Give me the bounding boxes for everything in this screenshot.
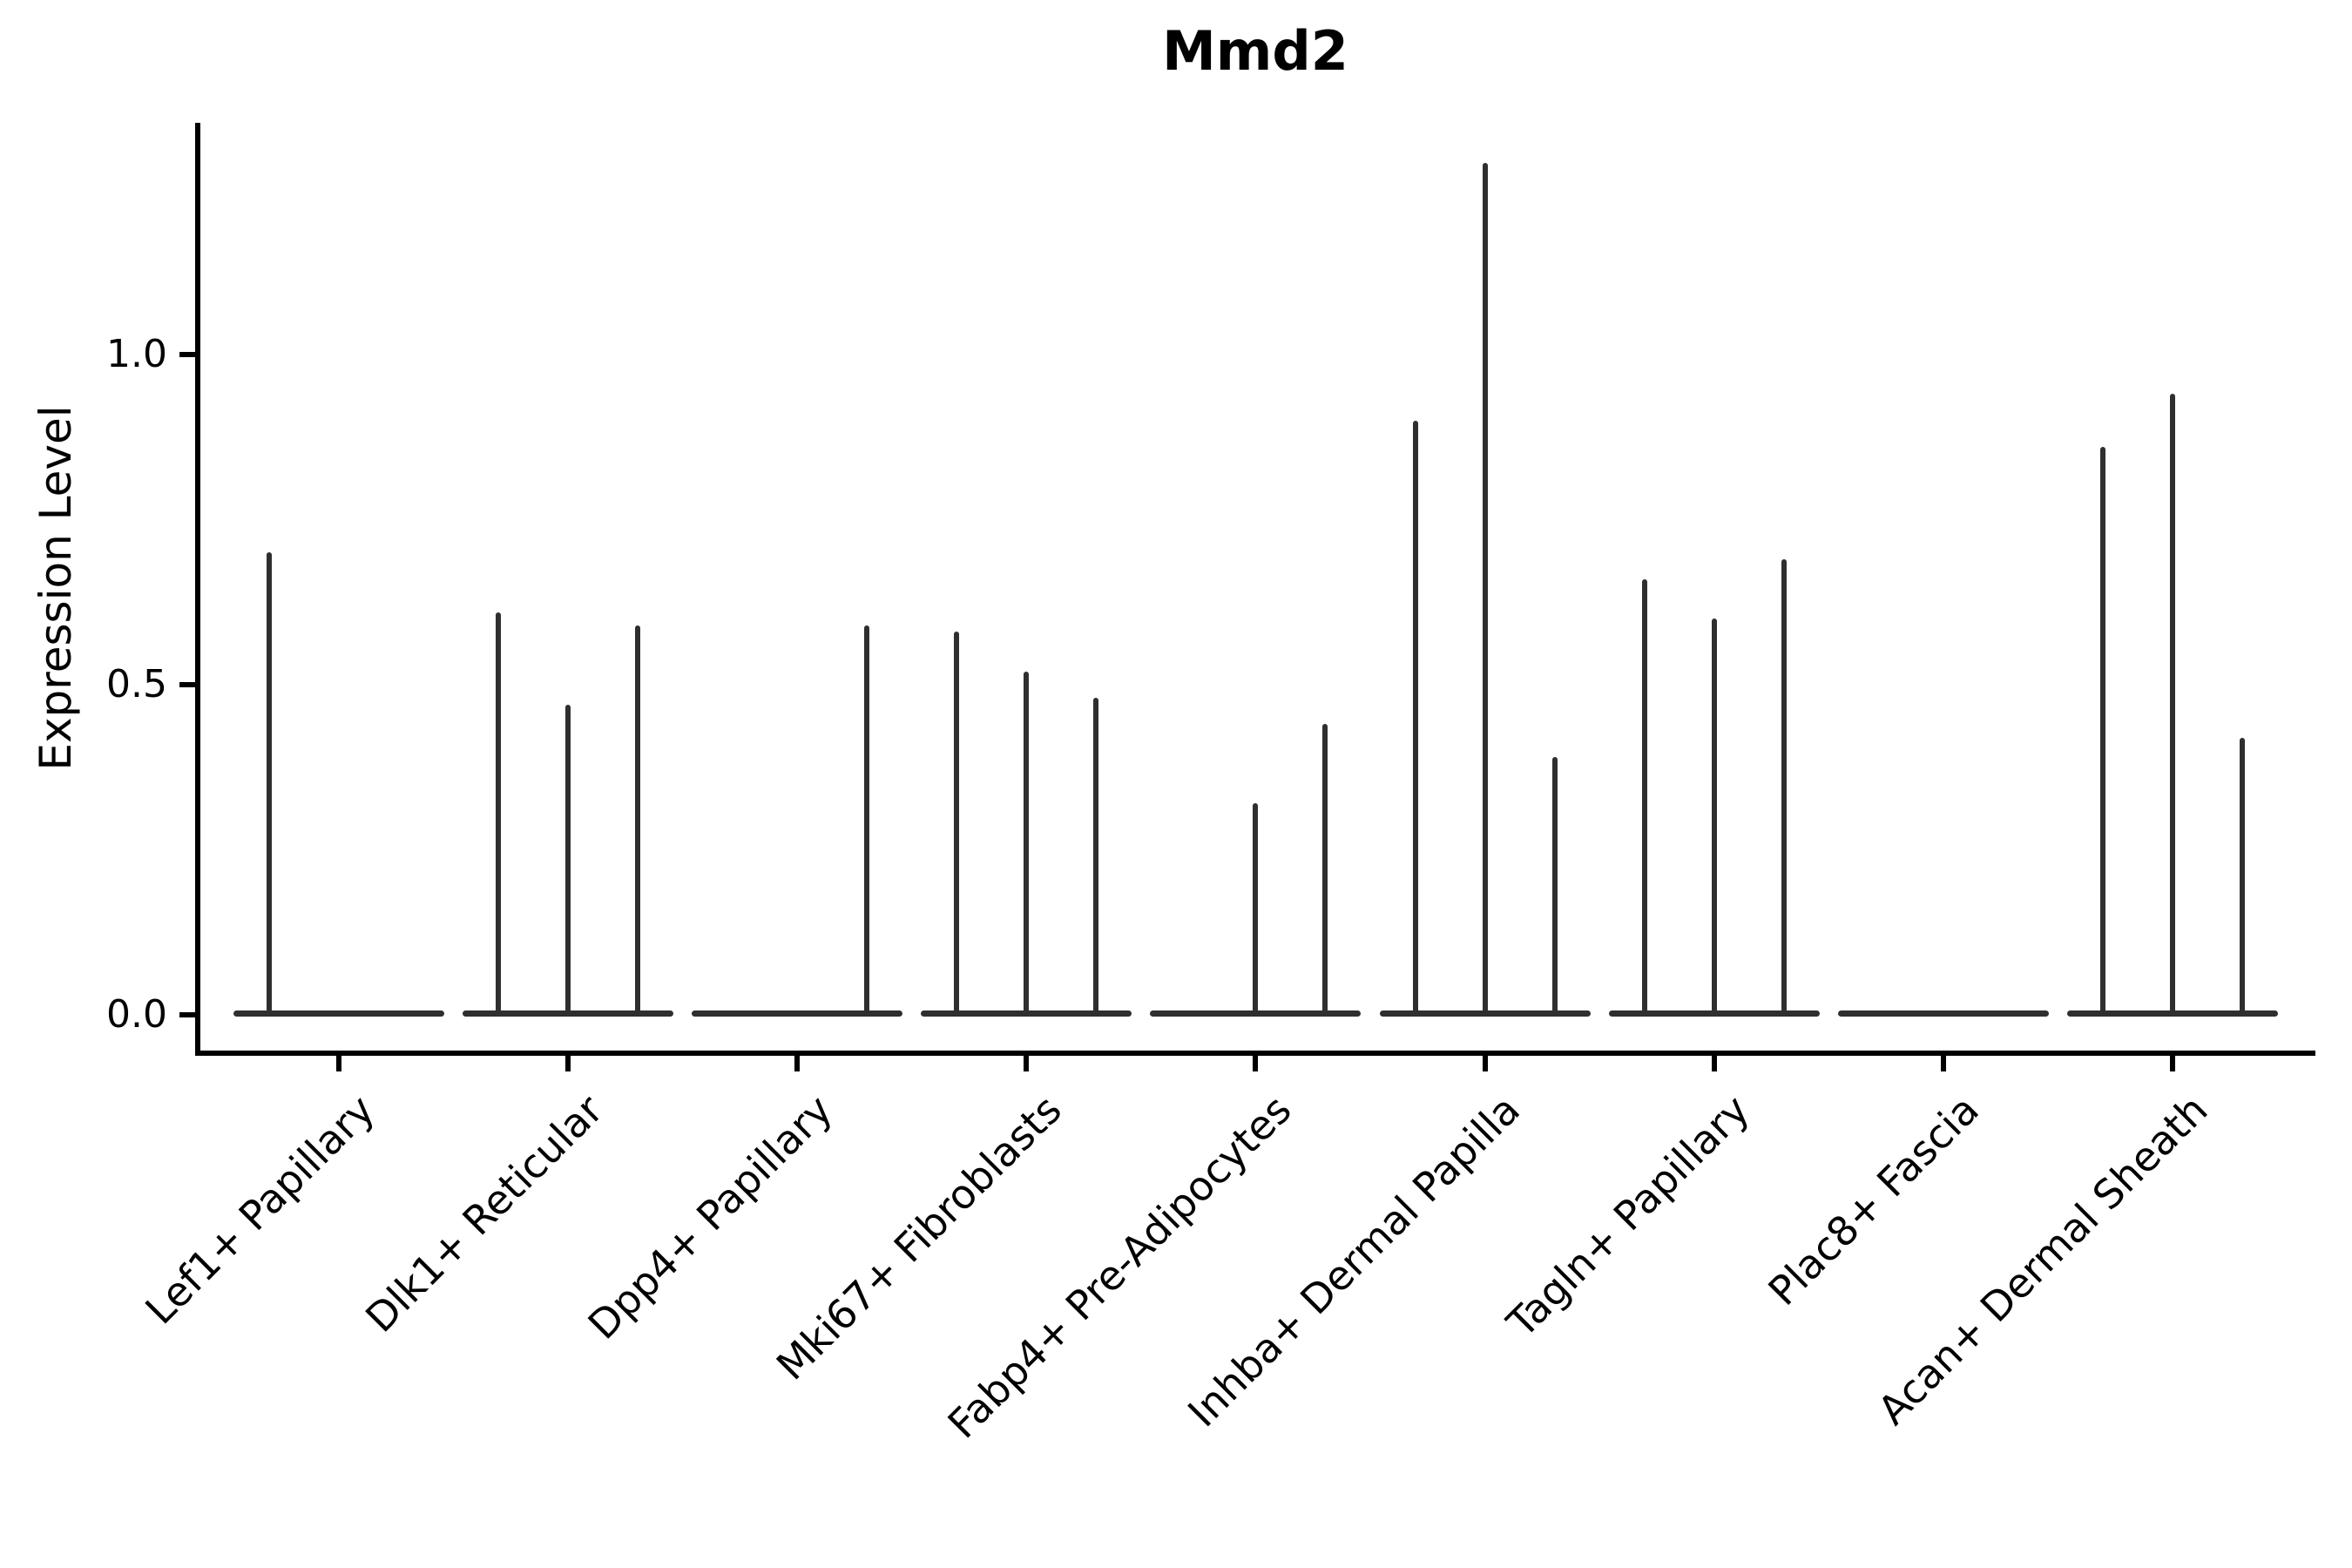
x-axis-spine	[195, 1051, 2315, 1056]
violin-spike	[1322, 724, 1328, 1017]
violin-spike	[565, 704, 571, 1017]
violin-spike	[864, 625, 870, 1017]
violin-baseline	[692, 1010, 903, 1017]
y-tick-mark	[179, 682, 195, 687]
y-tick-label: 1.0	[106, 332, 167, 376]
violin-baseline	[1837, 1010, 2049, 1017]
x-tick-label: Tagln+ Papillary	[1497, 1085, 1759, 1347]
y-tick-mark	[179, 1012, 195, 1017]
x-tick-mark	[1940, 1056, 1946, 1071]
x-tick-mark	[794, 1056, 801, 1071]
violin-spike	[954, 632, 960, 1017]
x-tick-label: Plac8+ Fascia	[1759, 1085, 1988, 1315]
y-axis-label: Expression Level	[30, 405, 81, 771]
x-tick-mark	[1482, 1056, 1488, 1071]
y-tick-mark	[179, 352, 195, 357]
violin-spike	[1093, 698, 1099, 1017]
violin-spike	[267, 552, 272, 1017]
x-tick-mark	[2169, 1056, 2175, 1071]
x-tick-label: Dpp4+ Papillary	[578, 1085, 841, 1348]
violin-spike	[1781, 558, 1787, 1017]
violin-baseline	[233, 1010, 444, 1017]
violin-spike	[1482, 163, 1488, 1017]
x-tick-mark	[565, 1056, 571, 1071]
chart-title: Mmd2	[1162, 19, 1348, 83]
x-tick-label: Dlk1+ Reticular	[356, 1085, 612, 1342]
x-tick-mark	[336, 1056, 341, 1071]
violin-spike	[2169, 394, 2175, 1017]
x-tick-mark	[1253, 1056, 1259, 1071]
x-tick-label: Lef1+ Papillary	[135, 1085, 383, 1334]
violin-spike	[1253, 803, 1259, 1017]
violin-spike	[1641, 578, 1647, 1017]
violin-spike	[635, 625, 641, 1017]
y-axis-spine	[195, 123, 200, 1056]
violin-spike	[2099, 447, 2105, 1017]
violin-spike	[1412, 420, 1418, 1017]
violin-spike	[1551, 757, 1558, 1017]
x-tick-mark	[1711, 1056, 1717, 1071]
x-tick-mark	[1024, 1056, 1030, 1071]
violin-spike	[2239, 737, 2245, 1017]
violin-spike	[1024, 671, 1030, 1017]
y-tick-label: 0.0	[106, 992, 167, 1037]
y-tick-label: 0.5	[106, 662, 167, 706]
violin-spike	[496, 612, 502, 1017]
violin-spike	[1711, 618, 1717, 1017]
